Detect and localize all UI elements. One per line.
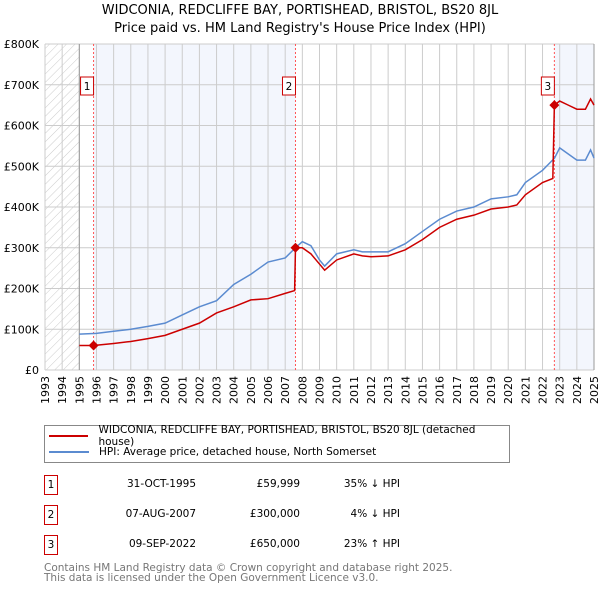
- sale-hpi: 23% ↑ HPI: [343, 538, 400, 550]
- footer: Contains HM Land Registry data © Crown c…: [44, 562, 453, 584]
- x-tick-label: 2014: [399, 376, 412, 404]
- sale-label: 3: [545, 81, 552, 93]
- sale-date: 31-OCT-1995: [127, 478, 196, 490]
- x-tick-label: 2001: [176, 376, 189, 404]
- y-tick-label: £500K: [4, 160, 40, 173]
- legend-blue-line: [49, 451, 89, 453]
- sale-date: 07-AUG-2007: [125, 508, 196, 520]
- x-tick-label: 1995: [73, 376, 86, 404]
- x-tick-label: 2021: [519, 376, 532, 404]
- legend-property: WIDCONIA, REDCLIFFE BAY, PORTISHEAD, BRI…: [98, 424, 476, 448]
- sale-row: 2 07-AUG-2007 £300,000 4% ↓ HPI: [44, 505, 444, 525]
- sale-date: 09-SEP-2022: [128, 538, 196, 550]
- x-tick-label: 1993: [39, 376, 52, 404]
- y-tick-label: £0: [25, 364, 39, 377]
- sale-label-box: [80, 76, 95, 96]
- sale-price: £650,000: [249, 538, 300, 550]
- y-tick-label: £300K: [4, 242, 40, 255]
- sale-label: 2: [286, 81, 293, 93]
- x-tick-label: 2022: [537, 376, 550, 404]
- x-tick-label: 2000: [159, 376, 172, 404]
- legend: WIDCONIA, REDCLIFFE BAY, PORTISHEAD, BRI…: [44, 424, 510, 463]
- x-tick-label: 2015: [416, 376, 429, 404]
- x-tick-label: 2002: [193, 376, 206, 404]
- series-line: [79, 146, 595, 335]
- x-tick-label: 2003: [211, 376, 224, 404]
- sale-label: 1: [84, 81, 91, 93]
- sale-label-box: [281, 76, 296, 96]
- x-tick-label: 2019: [485, 376, 498, 404]
- chart-title: WIDCONIA, REDCLIFFE BAY, PORTISHEAD, BRI…: [101, 3, 499, 18]
- x-tick-label: 2023: [554, 376, 567, 404]
- x-tick-label: 2016: [434, 376, 447, 404]
- sale-number: 3: [44, 535, 58, 555]
- sale-price: £300,000: [249, 508, 300, 520]
- x-tick-label: 1994: [56, 376, 69, 404]
- y-tick-label: £100K: [4, 323, 40, 336]
- x-tick-label: 2007: [279, 376, 292, 404]
- x-tick-label: 2004: [228, 376, 241, 404]
- footer-line-2: This data is licensed under the Open Gov…: [44, 572, 379, 584]
- sale-row: 3 09-SEP-2022 £650,000 23% ↑ HPI: [44, 535, 444, 555]
- y-tick-label: £700K: [4, 79, 40, 92]
- y-tick-label: £800K: [4, 38, 40, 51]
- sale-point: [549, 100, 560, 111]
- x-tick-label: 2024: [571, 376, 584, 404]
- y-tick-label: £200K: [4, 283, 40, 296]
- x-tick-label: 2013: [382, 376, 395, 404]
- sale-row: 1 31-OCT-1995 £59,999 35% ↓ HPI: [44, 475, 444, 495]
- x-tick-label: 2010: [331, 376, 344, 404]
- x-tick-label: 2005: [245, 376, 258, 404]
- price-chart: 1993 1994 1995 1996 1997 1998 1999 2000 2001 2002…: [4, 38, 600, 404]
- sale-point: [88, 340, 99, 351]
- x-tick-label: 2008: [296, 376, 309, 404]
- sale-number: 2: [44, 505, 58, 525]
- sale-point: [290, 242, 301, 253]
- y-tick-label: £400K: [4, 201, 40, 214]
- y-tick-label: £600K: [4, 120, 40, 133]
- x-tick-label: 2012: [365, 376, 378, 404]
- legend-red-line: [49, 435, 89, 437]
- x-tick-label: 2006: [262, 376, 275, 404]
- x-tick-label: 1999: [142, 376, 155, 404]
- series-line: [79, 97, 595, 347]
- legend-hpi: HPI: Average price, detached house, Nort…: [99, 446, 377, 458]
- x-tick-label: 2017: [451, 376, 464, 404]
- x-tick-label: 2011: [348, 376, 361, 404]
- sale-price: £59,999: [256, 478, 300, 490]
- x-tick-label: 2020: [502, 376, 515, 404]
- x-tick-label: 2025: [588, 376, 600, 404]
- sale-label-box: [540, 76, 555, 96]
- sale-hpi: 35% ↓ HPI: [343, 478, 400, 490]
- x-tick-label: 1996: [90, 376, 103, 404]
- sale-number: 1: [44, 475, 58, 495]
- x-tick-label: 2018: [468, 376, 481, 404]
- x-tick-label: 1998: [125, 376, 138, 404]
- x-tick-label: 1997: [108, 376, 121, 404]
- sale-hpi: 4% ↓ HPI: [350, 508, 400, 520]
- x-tick-label: 2009: [314, 376, 327, 404]
- chart-subtitle: Price paid vs. HM Land Registry's House …: [114, 21, 486, 36]
- footer-line-1: Contains HM Land Registry data © Crown c…: [44, 562, 453, 574]
